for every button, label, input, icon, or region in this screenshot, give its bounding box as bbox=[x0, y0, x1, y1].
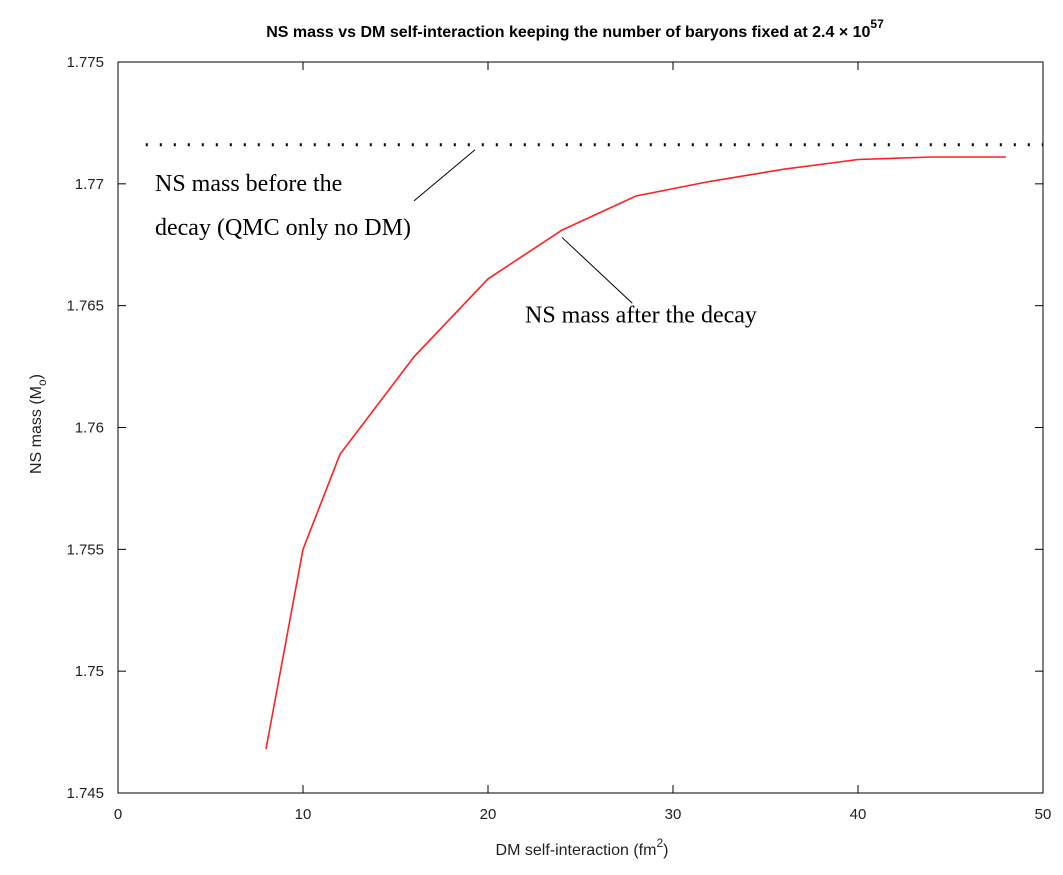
annotation-label: decay (QMC only no DM) bbox=[155, 215, 411, 241]
y-axis-label: NS mass (Mo) bbox=[28, 374, 49, 474]
y-tick-label: 1.76 bbox=[75, 420, 104, 437]
x-tick-label: 10 bbox=[295, 806, 312, 823]
chart-title: NS mass vs DM self-interaction keeping t… bbox=[266, 17, 884, 41]
x-tick-label: 50 bbox=[1035, 806, 1052, 823]
x-tick-label: 20 bbox=[480, 806, 497, 823]
annotation-label: NS mass before the bbox=[155, 171, 342, 197]
y-tick-label: 1.755 bbox=[66, 541, 104, 558]
x-axis-label: DM self-interaction (fm2) bbox=[496, 836, 669, 859]
annotation-label: NS mass after the decay bbox=[525, 303, 757, 329]
y-tick-label: 1.745 bbox=[66, 785, 104, 802]
x-tick-label: 30 bbox=[665, 806, 682, 823]
annotation-pointer bbox=[561, 237, 633, 304]
annotation-pointer bbox=[413, 149, 476, 202]
y-tick-label: 1.765 bbox=[66, 298, 104, 315]
series-line-after-decay bbox=[265, 156, 1006, 750]
y-tick-label: 1.77 bbox=[75, 176, 104, 193]
y-tick-label: 1.775 bbox=[66, 54, 104, 71]
x-tick-label: 0 bbox=[114, 806, 122, 823]
y-tick-label: 1.75 bbox=[75, 663, 104, 680]
x-tick-label: 40 bbox=[850, 806, 867, 823]
plot-area: 0 10 20 30 40 50 1.745 1.75 1.755 1.76 1.765 1.77 1.… bbox=[66, 54, 1051, 823]
